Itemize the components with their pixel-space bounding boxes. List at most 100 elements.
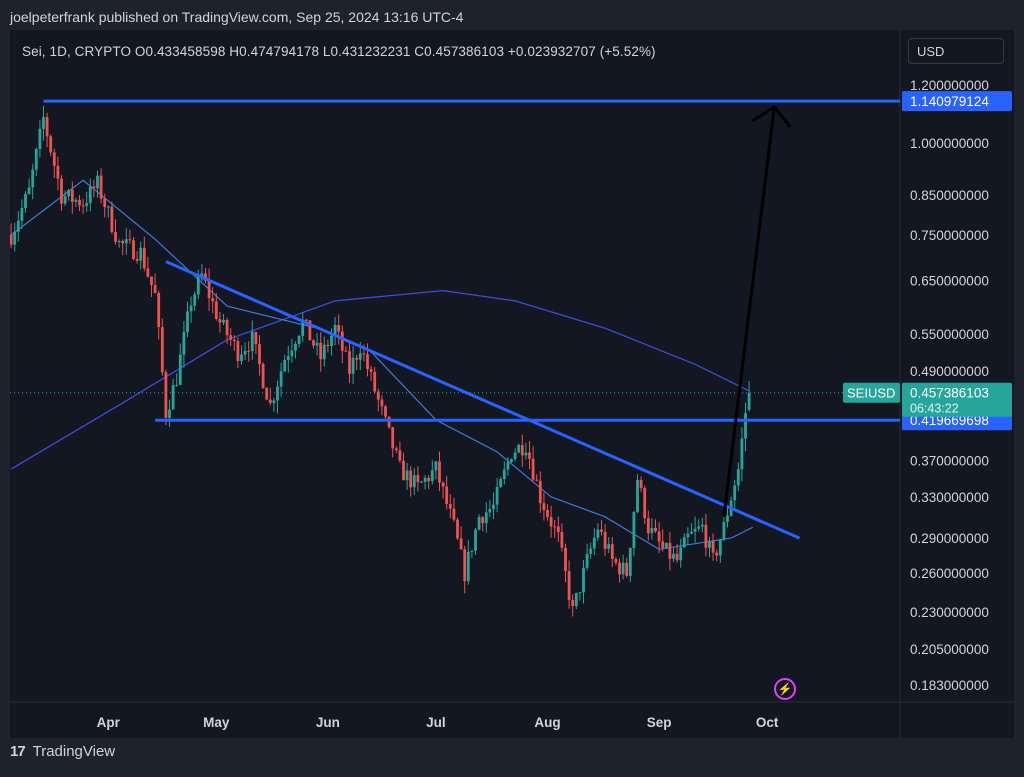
candle-body: [376, 391, 380, 400]
candle-body: [315, 342, 319, 346]
candle-body: [639, 479, 643, 489]
candle-body: [679, 547, 683, 561]
candle-body: [409, 470, 413, 488]
lightning-icon[interactable]: ⚡: [774, 678, 796, 700]
candle-body: [103, 198, 107, 208]
candle-body: [582, 567, 585, 593]
candle-body: [618, 562, 621, 575]
candle-body: [301, 319, 305, 336]
last-price-tag: [902, 382, 1012, 417]
candle-body: [693, 528, 697, 532]
candle-body: [160, 327, 164, 373]
candle-body: [589, 548, 593, 554]
candle-body: [283, 359, 287, 372]
candle-body: [355, 357, 359, 360]
candle-body: [200, 273, 204, 277]
candle-body: [290, 350, 294, 357]
candle-body: [654, 527, 657, 532]
candle-body: [718, 539, 722, 556]
candle-body: [168, 409, 171, 418]
candle-body: [672, 553, 675, 559]
candle-body: [92, 186, 96, 189]
candle-body: [531, 458, 535, 480]
candle-body: [150, 276, 153, 286]
candle-body: [603, 531, 607, 549]
projection-arrow-head: [751, 105, 792, 128]
x-tick-label: Jun: [316, 715, 340, 730]
tradingview-brand: TradingView: [32, 743, 116, 760]
candle-body: [387, 416, 391, 428]
candle-body: [153, 285, 157, 294]
candle-body: [394, 448, 398, 451]
candle-body: [340, 331, 344, 351]
candle-body: [146, 268, 150, 277]
candle-body: [711, 540, 715, 553]
y-tick-label: 1.000000000: [910, 136, 989, 151]
candle-body: [362, 353, 366, 355]
candle-body: [276, 386, 279, 401]
candle-body: [312, 340, 315, 346]
candle-body: [196, 276, 200, 295]
candle-body: [157, 293, 161, 328]
tradingview-footer[interactable]: 17 TradingView: [10, 743, 115, 771]
candle-body: [96, 175, 99, 189]
candle-body: [380, 399, 384, 407]
candle-body: [56, 165, 60, 179]
x-tick-label: Aug: [534, 715, 560, 730]
candle-body: [366, 354, 369, 370]
y-tick-label: 0.850000000: [910, 188, 989, 203]
candle-body: [733, 485, 737, 501]
candle-body: [448, 504, 452, 509]
candle-body: [186, 311, 189, 332]
candle-body: [621, 562, 625, 575]
x-tick-label: Apr: [97, 715, 121, 730]
candle-body: [81, 205, 85, 207]
symbol-legend: Sei, 1D, CRYPTO O0.433458598 H0.47479417…: [22, 44, 656, 59]
chart-area[interactable]: 1.200000000 1.000000000 0.850000000 0.75000…: [10, 30, 1014, 738]
candle-body: [60, 178, 63, 204]
candle-body: [247, 350, 251, 352]
candle-body: [272, 400, 276, 404]
candle-body: [564, 547, 567, 572]
candle-body: [333, 325, 337, 336]
candle-body: [110, 206, 114, 232]
candle-body: [488, 509, 492, 513]
candle-body: [492, 504, 495, 510]
price-chart-svg[interactable]: 1.200000000 1.000000000 0.850000000 0.75000…: [10, 30, 1014, 738]
candle-body: [38, 128, 42, 150]
candle-body: [549, 516, 553, 527]
candle-body: [85, 203, 89, 206]
candle-body: [78, 199, 81, 206]
candle-body: [117, 241, 121, 243]
candle-body: [128, 239, 132, 241]
candle-body: [164, 372, 168, 418]
candle-body: [250, 331, 254, 352]
symbol-tag-label: SEIUSD: [847, 386, 895, 401]
candle-body: [736, 469, 740, 486]
candle-body: [258, 344, 261, 364]
candle-body: [254, 331, 258, 345]
candle-body: [477, 517, 481, 530]
candle-body: [625, 562, 629, 576]
candle-body: [661, 541, 665, 548]
candle-body: [556, 526, 560, 533]
candle-body: [207, 280, 211, 299]
candle-body: [574, 593, 578, 607]
candle-body: [456, 519, 459, 539]
y-tick-label: 0.550000000: [910, 327, 989, 342]
x-tick-label: May: [203, 715, 230, 730]
currency-button[interactable]: USD: [908, 38, 1004, 64]
candle-body: [268, 399, 272, 404]
candle-body: [297, 335, 301, 345]
candle-body: [697, 526, 701, 529]
candle-body: [499, 479, 503, 488]
candle-body: [20, 207, 24, 221]
y-tick-label: 0.205000000: [910, 642, 989, 657]
y-tick-label: 0.183000000: [910, 678, 989, 693]
candle-body: [592, 537, 596, 549]
candle-body: [308, 320, 312, 341]
candle-body: [474, 529, 477, 551]
candle-body: [175, 384, 179, 386]
ma-short-line: [10, 179, 753, 550]
